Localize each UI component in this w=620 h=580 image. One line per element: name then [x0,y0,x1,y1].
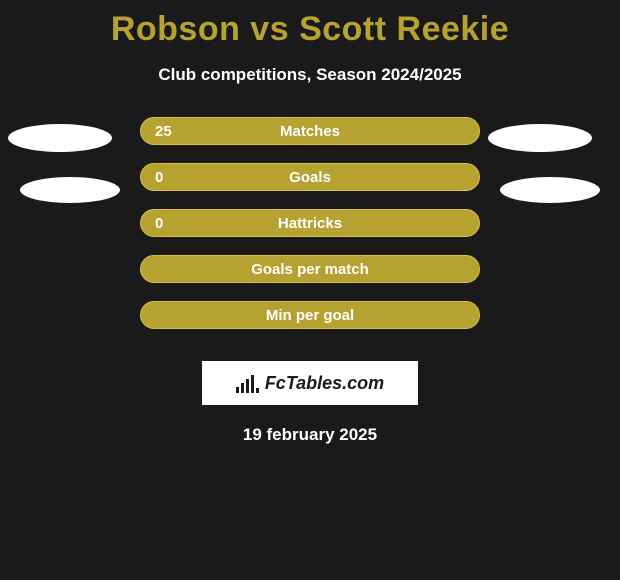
footer-date: 19 february 2025 [0,425,620,445]
stat-label: Matches [141,123,479,140]
stat-label: Hattricks [141,215,479,232]
stat-value-left: 0 [155,169,163,186]
ellipse-icon [500,177,600,203]
ellipse-icon [20,177,120,203]
stat-row: Min per goal [0,301,620,347]
stat-label: Min per goal [141,307,479,324]
stat-pill-min-per-goal: Min per goal [140,301,480,329]
logo-bar [241,383,244,393]
ellipse-icon [8,124,112,152]
stat-label: Goals per match [141,261,479,278]
stat-pill-goals: 0 Goals [140,163,480,191]
stat-value-left: 0 [155,215,163,232]
logo-bar [246,379,249,393]
logo-bar [251,375,254,393]
stat-row: 0 Hattricks [0,209,620,255]
bar-chart-icon [236,373,259,393]
logo-box: FcTables.com [202,361,418,405]
stat-row: Goals per match [0,255,620,301]
logo-text: FcTables.com [265,373,384,394]
stat-pill-goals-per-match: Goals per match [140,255,480,283]
stat-pill-hattricks: 0 Hattricks [140,209,480,237]
logo-bar [256,388,259,393]
stat-label: Goals [141,169,479,186]
stat-value-left: 25 [155,123,172,140]
subtitle: Club competitions, Season 2024/2025 [0,65,620,85]
stat-pill-matches: 25 Matches [140,117,480,145]
page-title: Robson vs Scott Reekie [0,0,620,49]
ellipse-icon [488,124,592,152]
logo-bar [236,387,239,393]
